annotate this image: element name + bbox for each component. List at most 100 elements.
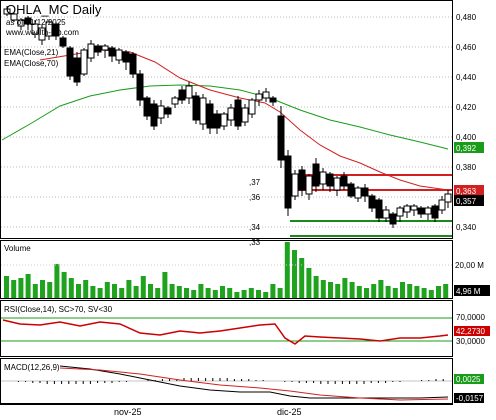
volume-bar xyxy=(313,276,319,298)
candle-body xyxy=(417,207,425,215)
level-label-37: ,37 xyxy=(249,178,261,187)
candle-body xyxy=(444,193,452,203)
rsi-panel[interactable] xyxy=(0,300,453,357)
candle-body xyxy=(347,183,355,197)
volume-bar xyxy=(155,288,161,298)
price-tick-label: 0,480 xyxy=(456,13,477,22)
ema-long-line xyxy=(1,84,449,150)
candle-body xyxy=(375,199,383,219)
candle-body xyxy=(424,207,432,215)
volume-bar xyxy=(234,292,240,298)
x-label-dic: dic-25 xyxy=(277,407,302,417)
volume-bar xyxy=(47,282,53,298)
volume-bar xyxy=(61,272,67,298)
candle-body xyxy=(17,19,25,27)
candle-body xyxy=(129,53,137,75)
volume-bar xyxy=(421,288,427,298)
level-label-34: ,34 xyxy=(249,223,261,232)
candle-body xyxy=(312,163,320,187)
candle-body xyxy=(94,45,102,53)
x-label-nov: nov-25 xyxy=(114,407,142,417)
chart-title: OHLA_MC Daily xyxy=(6,2,102,17)
volume-bar xyxy=(335,284,341,298)
volume-bar xyxy=(212,290,218,298)
volume-bar xyxy=(90,286,96,298)
volume-bar xyxy=(284,242,290,298)
volume-bar xyxy=(119,288,125,298)
candle-body xyxy=(122,51,130,63)
candle-body xyxy=(10,13,18,21)
candle-body xyxy=(31,23,39,35)
volume-bar xyxy=(40,280,45,298)
volume-bar xyxy=(220,286,225,298)
candle-body xyxy=(66,47,74,77)
volume-bar xyxy=(126,280,132,298)
price-tick-label: 0,340 xyxy=(456,223,477,232)
rsi-tick-30: 30,0000 xyxy=(456,337,485,346)
candle-body xyxy=(255,93,263,101)
candle-body xyxy=(262,91,270,99)
candle-body xyxy=(382,209,390,219)
candle-body xyxy=(220,113,228,127)
candle-body xyxy=(157,105,165,119)
candle-body xyxy=(438,199,446,211)
volume-bar xyxy=(428,290,434,298)
volume-bar xyxy=(263,292,269,298)
price-tick-label: 0,460 xyxy=(456,43,477,52)
volume-bar xyxy=(414,286,420,298)
volume-bar xyxy=(306,268,312,298)
volume-bar xyxy=(76,284,81,298)
macd-badge xyxy=(454,393,484,403)
volume-bar xyxy=(191,290,197,298)
macd-title: MACD(12,26,9) xyxy=(4,363,60,372)
volume-bar xyxy=(18,278,24,298)
volume-badge-text: 4,96 M xyxy=(456,287,481,296)
volume-panel[interactable] xyxy=(0,240,453,299)
last-price-badge xyxy=(454,195,484,206)
volume-bar xyxy=(133,286,139,298)
level-label-36: ,36 xyxy=(249,193,261,202)
candle-body xyxy=(3,8,11,15)
last-price-badge-text: 0,357 xyxy=(456,197,477,206)
volume-bar xyxy=(436,286,441,298)
volume-bar xyxy=(162,272,168,298)
candle-body xyxy=(38,27,46,41)
volume-bar xyxy=(349,282,355,298)
volume-bar xyxy=(364,288,369,298)
candle-body xyxy=(410,205,418,211)
candle-body xyxy=(101,45,109,51)
candle-body xyxy=(24,17,32,25)
volume-bar xyxy=(292,250,297,298)
candle-body xyxy=(248,99,256,115)
macd-signal-badge xyxy=(454,374,484,384)
macd-badge-text: -0,0157 xyxy=(456,394,484,403)
rsi-badge-text: 42,2730 xyxy=(456,327,485,336)
volume-bar xyxy=(328,282,333,298)
candle-body xyxy=(305,175,313,195)
volume-bar xyxy=(104,282,110,298)
candle-body xyxy=(431,205,439,219)
volume-bar xyxy=(248,288,254,298)
candle-body xyxy=(192,95,200,121)
candle-body xyxy=(396,207,404,217)
site-text: www.wealth-lab.com xyxy=(5,28,79,37)
candle-body xyxy=(199,97,207,125)
macd-line xyxy=(59,365,449,399)
candle-body xyxy=(403,205,411,213)
ema-short-badge xyxy=(454,185,484,196)
candle-body xyxy=(115,49,123,61)
candle-body xyxy=(52,23,60,37)
candle-body xyxy=(277,115,285,161)
volume-title: Volume xyxy=(4,244,31,253)
candle-body xyxy=(298,169,306,191)
volume-bar xyxy=(342,278,348,298)
ema-long-badge xyxy=(454,142,484,153)
volume-bar xyxy=(443,284,449,298)
volume-bar xyxy=(277,288,283,298)
macd-signal-line xyxy=(59,367,449,401)
volume-bar xyxy=(97,288,103,298)
volume-bar xyxy=(148,284,153,298)
candle-body xyxy=(354,187,362,199)
